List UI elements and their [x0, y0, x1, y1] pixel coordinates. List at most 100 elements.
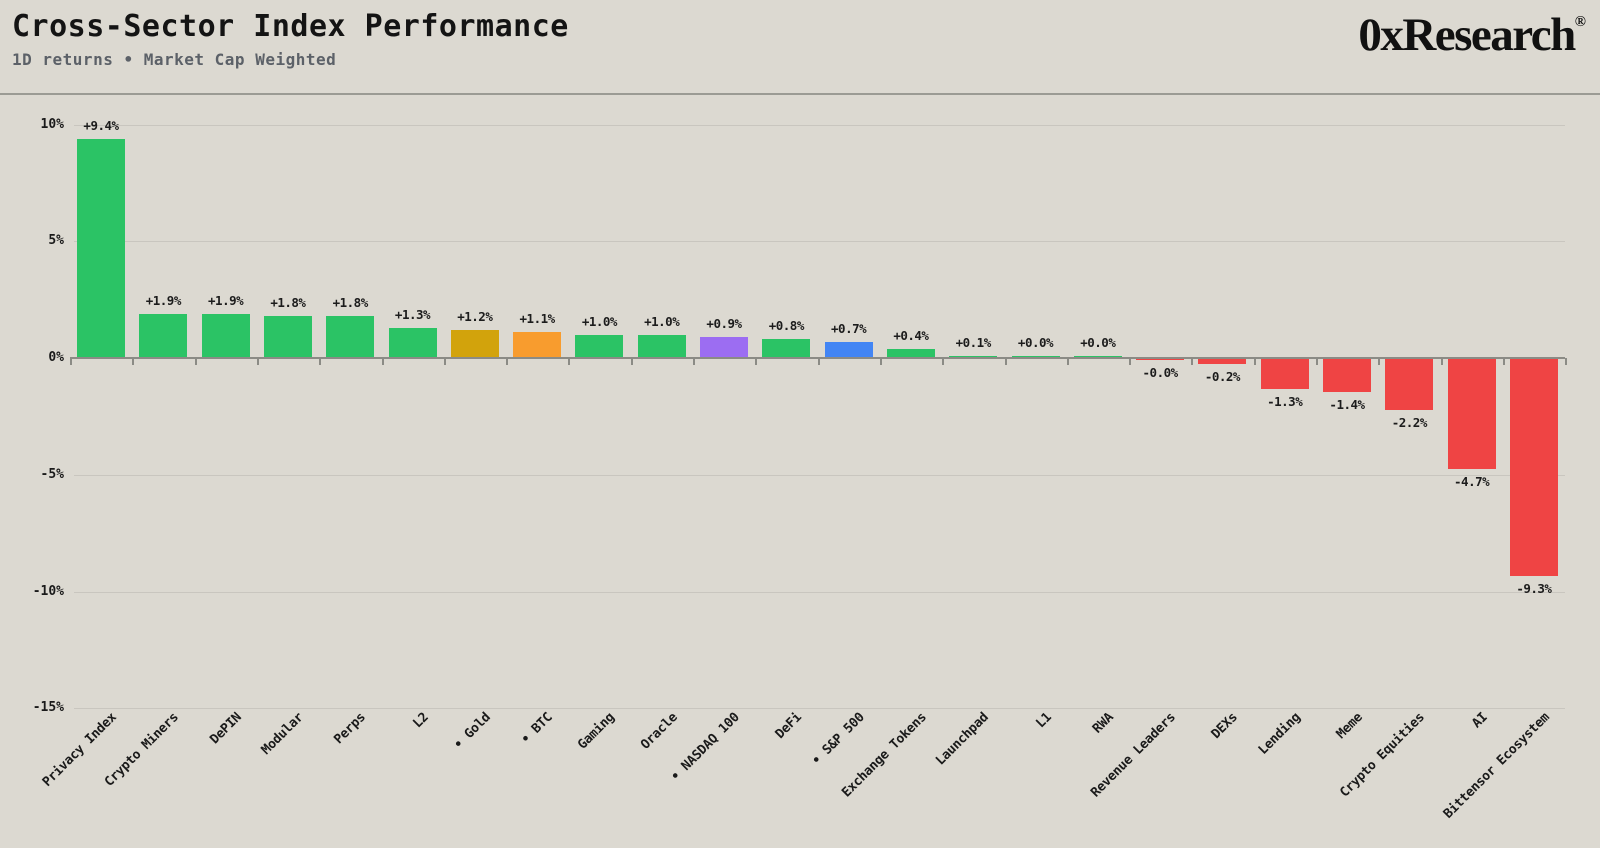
axis-tick [381, 358, 384, 365]
bar-value-label: +1.0% [644, 313, 680, 329]
bar-value-label: +1.8% [332, 294, 369, 310]
bar[interactable] [326, 315, 375, 358]
bar-value-label: +0.1% [955, 334, 992, 350]
x-axis-tick-label: DePIN [206, 710, 245, 748]
bar[interactable] [1447, 359, 1496, 469]
bar-value-label: +1.1% [519, 311, 556, 327]
axis-tick [568, 358, 571, 365]
x-axis-tick-label: Oracle [637, 710, 681, 753]
bar[interactable] [77, 138, 125, 358]
bar[interactable] [450, 329, 499, 358]
x-axis-tick-label: AI [1468, 710, 1491, 732]
y-axis-tick-label: 0% [48, 350, 64, 365]
gridline [74, 241, 1565, 243]
bar-value-label: -2.2% [1391, 415, 1428, 431]
axis-tick [879, 358, 882, 365]
bar-value-label: +0.0% [1017, 335, 1054, 350]
x-axis-tick-label: • Gold [450, 710, 494, 753]
gridline [74, 474, 1565, 476]
axis-tick [630, 358, 633, 365]
axis-tick [506, 358, 509, 365]
bar-value-label: +1.2% [457, 308, 493, 324]
axis-tick [1253, 358, 1256, 365]
axis-tick [1440, 358, 1443, 365]
bar[interactable] [1385, 359, 1434, 411]
bar-value-label: +0.0% [1080, 335, 1116, 350]
bar[interactable] [201, 313, 250, 358]
x-axis-tick-label: Bittensor Ecosystem [1440, 710, 1553, 822]
brand-logo-text: 0xResearch [1358, 9, 1576, 61]
bar-value-label: +1.0% [581, 313, 618, 329]
bar-value-label: +1.3% [394, 306, 431, 322]
bar-value-label: -0.2% [1204, 368, 1241, 384]
axis-tick [693, 358, 695, 365]
bar-value-label: +0.7% [831, 320, 867, 336]
y-axis-tick-label: 10% [40, 116, 64, 132]
gridline [74, 124, 1565, 126]
y-axis-tick-label: -15% [32, 700, 64, 716]
x-axis-tick-label: Lending [1255, 710, 1304, 758]
brand-logo: 0xResearch® [1358, 9, 1586, 62]
x-axis-tick-label: L1 [1032, 710, 1055, 732]
bar[interactable] [513, 332, 562, 358]
axis-tick [194, 358, 197, 365]
x-axis-tick-label: • S&P 500 [808, 710, 868, 769]
x-axis-tick-label: DEXs [1209, 710, 1241, 742]
axis-tick [755, 358, 758, 365]
bar-value-label: +1.9% [145, 292, 182, 308]
axis-tick [132, 358, 135, 365]
bar[interactable] [388, 327, 437, 358]
y-axis-tick-label: 5% [48, 233, 64, 249]
axis-tick [1191, 358, 1194, 365]
bar-value-label: -1.4% [1329, 396, 1365, 412]
x-axis-tick-label: Modular [258, 710, 307, 758]
y-axis-tick-label: -10% [32, 583, 64, 599]
axis-tick [1502, 358, 1505, 365]
bar-value-label: +0.8% [768, 318, 805, 334]
bar[interactable] [139, 313, 188, 358]
header: Cross-Sector Index Performance 1D return… [0, 0, 1600, 93]
bar[interactable] [762, 339, 811, 358]
bar[interactable] [700, 336, 748, 358]
bar-value-label: +1.8% [270, 294, 306, 310]
x-axis-tick-label: Gaming [575, 710, 618, 753]
page-title: Cross-Sector Index Performance [12, 9, 569, 44]
bar-value-label: +0.9% [706, 315, 742, 331]
bar-value-label: -0.0% [1142, 365, 1179, 380]
axis-tick [443, 358, 446, 365]
x-axis-tick-label: L2 [409, 710, 432, 732]
bar-value-label: +1.9% [208, 292, 244, 308]
bar-value-label: -4.7% [1454, 473, 1490, 489]
bar[interactable] [263, 315, 312, 358]
gridline [74, 591, 1565, 593]
bar[interactable] [637, 334, 686, 358]
bar[interactable] [949, 355, 998, 358]
axis-tick [1066, 358, 1069, 365]
bar-value-label: +0.4% [893, 327, 929, 343]
bar[interactable] [575, 334, 624, 358]
header-divider [0, 93, 1600, 95]
bar[interactable] [1136, 359, 1185, 360]
bar-value-label: +9.4% [83, 117, 119, 133]
bar[interactable] [1260, 359, 1309, 390]
bar[interactable] [824, 341, 873, 358]
registered-trademark-icon: ® [1574, 14, 1586, 30]
axis-tick [942, 358, 945, 365]
axis-tick [1004, 358, 1007, 365]
bar[interactable] [1198, 359, 1247, 364]
header-text-block: Cross-Sector Index Performance 1D return… [12, 8, 569, 69]
page-subtitle: 1D returns • Market Cap Weighted [12, 49, 337, 69]
axis-tick [70, 358, 72, 365]
bar[interactable] [886, 348, 935, 358]
x-axis-tick-label: • BTC [518, 710, 556, 748]
bar-value-label: -9.3% [1516, 581, 1552, 597]
axis-tick [1316, 358, 1318, 365]
x-axis-tick-label: Perps [331, 710, 369, 748]
x-axis-tick-label: RWA [1089, 710, 1117, 737]
y-axis-tick-label: -5% [40, 466, 64, 482]
bar[interactable] [1323, 359, 1371, 392]
bar[interactable] [1509, 359, 1558, 577]
axis-tick [256, 358, 259, 365]
